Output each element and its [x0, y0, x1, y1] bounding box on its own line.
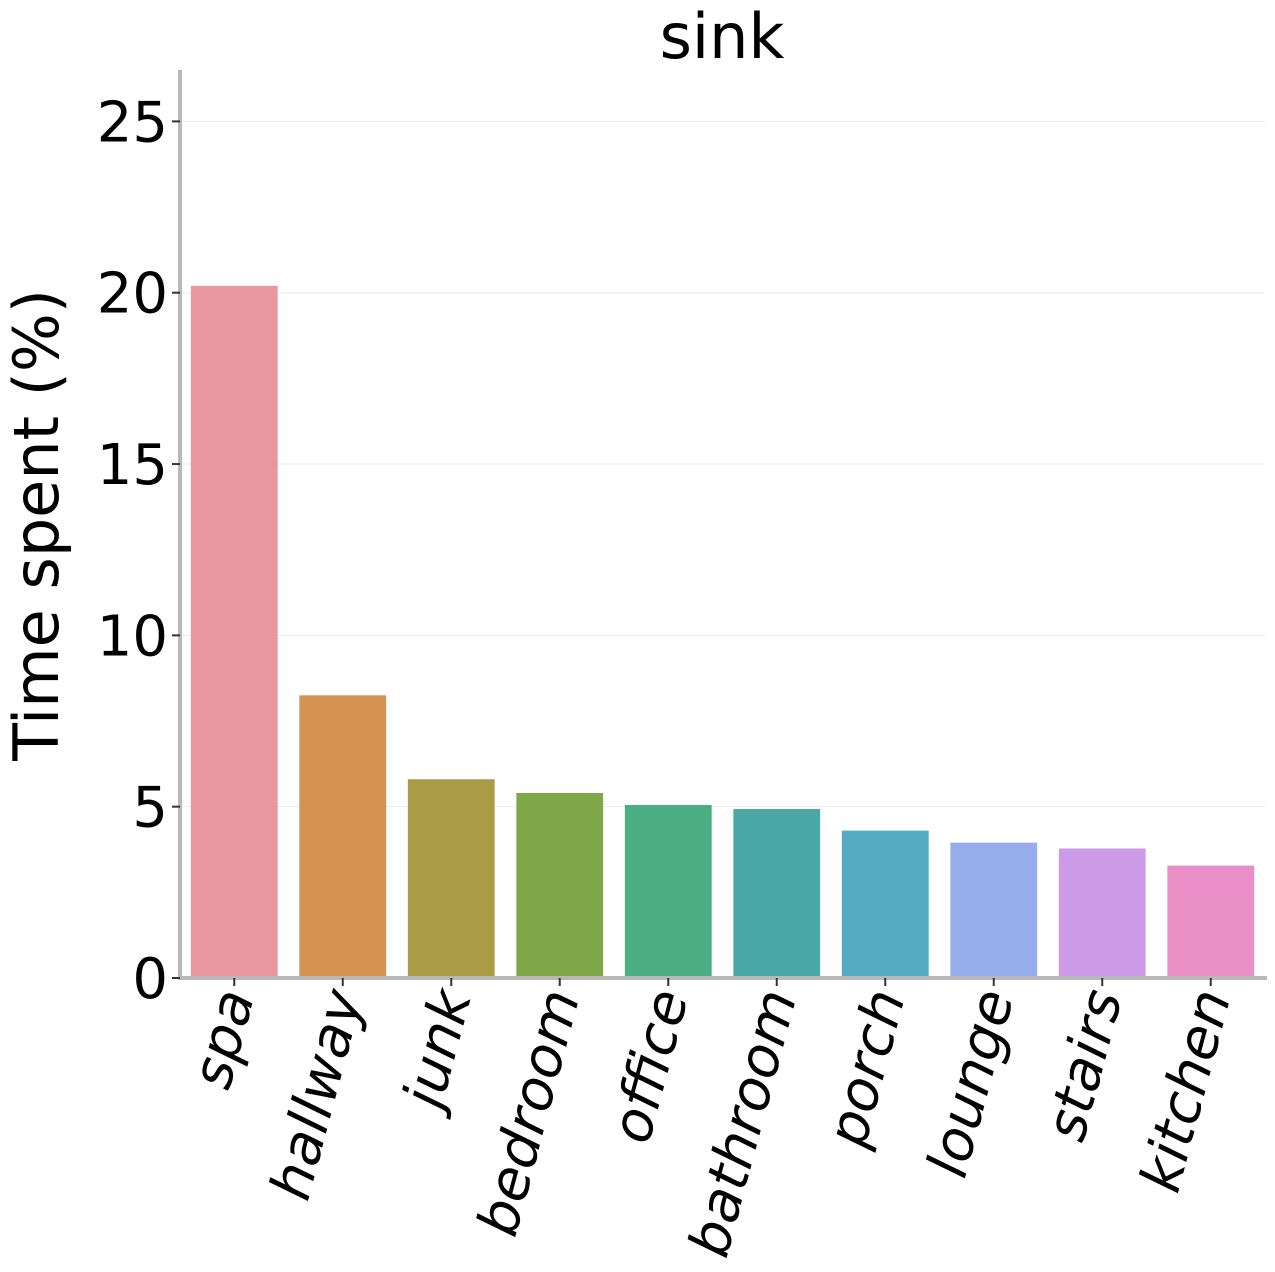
y-tick-label: 25 — [97, 90, 168, 155]
bar-hallway — [299, 695, 387, 978]
x-tick-label-lounge: lounge — [915, 983, 1027, 1184]
x-tick-label-spa: spa — [179, 983, 267, 1095]
y-tick-label: 15 — [97, 433, 168, 498]
x-tick-label-kitchen: kitchen — [1128, 983, 1244, 1199]
y-tick-label: 20 — [97, 262, 168, 327]
bar-kitchen — [1167, 865, 1255, 978]
y-ticks-group: 0 5 10 15 20 25 — [97, 90, 180, 1012]
y-tick-label: 0 — [132, 947, 168, 1012]
x-tick-label-office: office — [599, 983, 702, 1150]
bar-office — [624, 804, 712, 978]
y-axis-label: Time spent (%) — [0, 289, 73, 762]
bar-bedroom — [516, 792, 604, 978]
y-tick-label: 10 — [97, 604, 168, 669]
x-tick-label-hallway: hallway — [258, 982, 376, 1207]
chart-title: sink — [660, 0, 785, 73]
bar-lounge — [950, 842, 1038, 978]
x-tick-label-bathroom: bathroom — [677, 983, 811, 1264]
bar-porch — [841, 830, 929, 978]
x-tick-label-porch: porch — [815, 983, 919, 1154]
bar-stairs — [1058, 848, 1146, 978]
bar-bathroom — [733, 809, 821, 978]
bars-group — [190, 285, 1255, 978]
y-tick-label: 5 — [132, 776, 168, 841]
x-tick-label-junk: junk — [389, 980, 485, 1121]
x-tick-label-bedroom: bedroom — [465, 983, 593, 1243]
bar-junk — [407, 779, 495, 978]
x-tick-label-stairs: stairs — [1033, 983, 1135, 1148]
bar-spa — [190, 285, 278, 978]
gridlines — [180, 120, 1265, 808]
